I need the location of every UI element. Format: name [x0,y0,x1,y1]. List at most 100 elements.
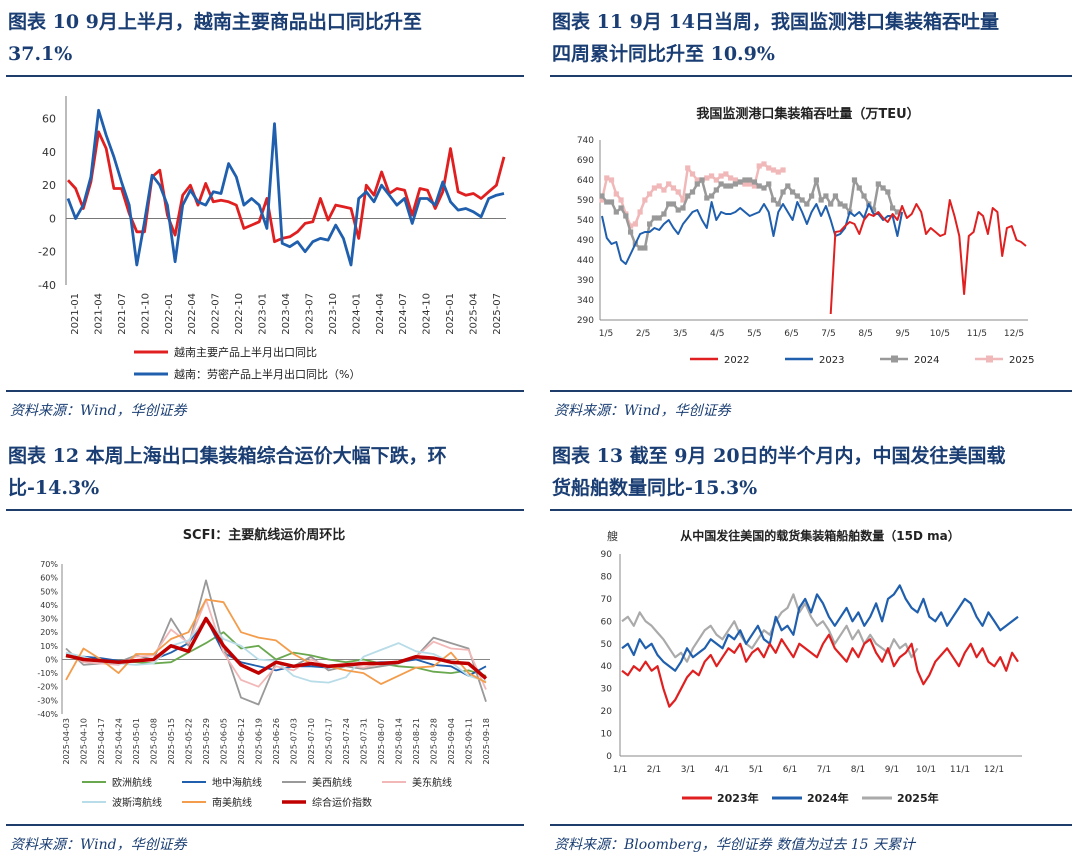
x-tick-label: 2022-07 [211,293,222,335]
data-point [637,209,643,215]
x-tick-label: 2023-10 [328,293,339,335]
data-point [647,191,653,197]
chart-title: SCFI：主要航线运价周环比 [183,527,346,543]
x-tick-label: 2023-04 [281,293,292,335]
series-line [621,593,919,663]
data-point [656,183,662,189]
data-point [751,179,758,185]
x-tick-label: 9/1 [885,765,899,775]
legend-label: 南美航线 [212,796,252,809]
data-point [742,177,748,183]
legend-label: 综合运价指数 [312,796,372,809]
chart-port-throughput: 我国监测港口集装箱吞吐量（万TEU） 290 340 390 440 490 540 590 6… [577,106,1035,366]
x-tick-label: 2024-04 [375,293,386,335]
y-tick-label: 60% [40,574,58,583]
series-line [829,199,1027,315]
data-point [851,177,858,183]
data-point [670,201,677,207]
y-tick-label: 70% [40,560,58,569]
figure-12-top-rule [6,509,524,511]
data-point [670,185,677,191]
y-tick-label: 640 [577,176,594,186]
data-point [756,163,762,169]
data-point [728,175,734,181]
data-point [770,167,777,173]
figure-13-bottom-rule [550,824,1072,826]
data-point [780,167,786,173]
figure-13-title: 图表 13 截至 9月 20日的半个月内，中国发往美国载 货船舶数量同比-15.… [552,440,1072,504]
series-line [65,616,488,680]
x-tick-label: 9/5 [895,329,909,339]
legend-label: 越南：劳密产品上半月出口同比（%） [174,367,360,381]
x-tick-label: 2025-05-22 [185,718,194,765]
data-point [680,205,686,211]
series-line [66,130,506,244]
x-tick-label: 5/5 [747,329,761,339]
data-point [747,177,753,183]
y-axis-unit: 艘 [607,529,618,543]
data-point [766,181,772,187]
x-tick-label: 2025-09-04 [447,718,456,765]
legend-marker [986,355,993,363]
data-point [689,189,696,195]
figure-10-title: 图表 10 9月上半月，越南主要商品出口同比升至 37.1% [8,6,528,70]
data-point [780,189,786,195]
data-point [613,191,619,197]
y-tick-label: 10% [40,642,58,651]
x-tick-label: 2022-01 [164,293,175,335]
x-tick-label: 2025-04-03 [62,718,71,765]
x-tick-label: 8/5 [858,329,872,339]
y-tick-label: 20% [40,628,58,637]
data-point [742,181,748,187]
x-tick-label: 2025-08-28 [430,718,439,765]
data-point [728,183,734,189]
y-tick-label: 30% [40,615,58,624]
x-tick-label: 2025-06-05 [220,718,229,765]
x-tick-label: 2025-05-01 [132,718,141,765]
data-point [880,185,886,191]
y-tick-label: 70 [601,595,613,605]
x-tick-label: 2025-07-31 [360,718,369,765]
data-point [737,179,743,185]
data-point [647,221,653,227]
series-line [621,584,1019,672]
y-tick-label: 40 [601,662,613,672]
x-tick-label: 2024-10 [422,293,433,335]
data-point [642,245,648,251]
data-point [618,197,624,203]
data-point [723,183,729,189]
x-tick-label: 1/1 [613,765,627,775]
data-point [613,209,619,215]
x-tick-label: 12/1 [984,765,1004,775]
data-point [828,201,834,207]
data-point [823,193,829,199]
figure-10-title-line1: 图表 10 9月上半月，越南主要商品出口同比升至 [8,11,422,33]
x-tick-label: 2025-04-10 [80,718,89,765]
data-point [694,177,700,183]
x-tick-label: 2/5 [636,329,650,339]
x-tick-label: 11/1 [950,765,970,775]
data-point [818,197,824,203]
legend-label: 地中海航线 [212,776,262,789]
data-point [713,187,719,193]
series-line [65,631,487,677]
x-tick-label: 10/5 [930,329,950,339]
y-tick-label: 590 [577,196,594,206]
data-point [870,207,877,213]
data-point [632,221,638,227]
legend-label: 2023 [819,355,844,366]
data-point [608,177,615,183]
data-point [766,165,772,171]
x-tick-label: 3/5 [673,329,687,339]
series-line [601,201,904,265]
x-tick-label: 2025-08-14 [395,718,404,765]
series-line [65,598,487,690]
y-tick-label: 20 [601,707,613,717]
data-point [666,201,672,207]
x-tick-label: 2025-07-24 [342,718,351,765]
data-point [832,193,839,199]
figure-12-source: 资料来源：Wind，华创证券 [10,837,187,853]
data-point [747,181,753,187]
data-point [689,171,696,177]
figure-11-title-line2: 四周累计同比升至 10.9% [552,43,775,65]
